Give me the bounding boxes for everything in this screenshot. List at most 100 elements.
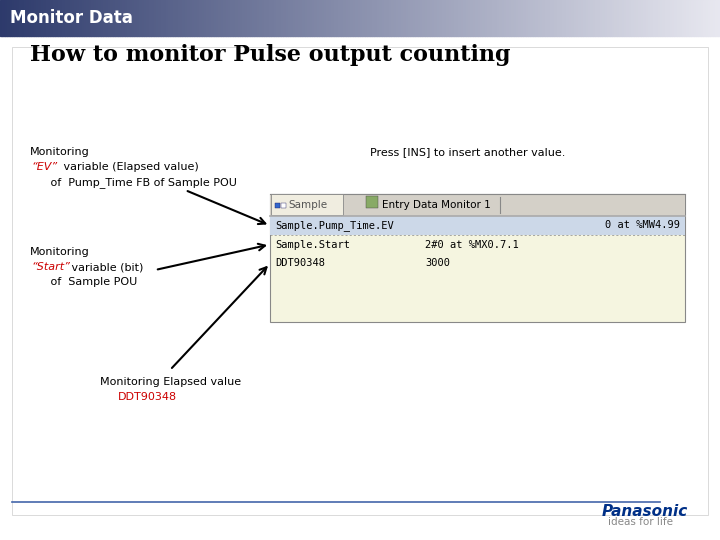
Bar	[218, 0, 221, 36]
Bar	[317, 0, 319, 36]
Bar	[7, 0, 9, 36]
Bar	[670, 0, 672, 36]
Bar	[689, 0, 691, 36]
Bar	[603, 0, 605, 36]
Bar	[166, 0, 168, 36]
Bar	[372, 0, 374, 36]
Bar	[310, 0, 312, 36]
Bar	[250, 0, 252, 36]
Bar	[189, 0, 192, 36]
Bar	[271, 0, 274, 36]
Bar	[387, 0, 389, 36]
Bar	[252, 0, 254, 36]
Bar	[362, 0, 365, 36]
Bar	[415, 0, 418, 36]
Bar	[398, 0, 401, 36]
Bar	[45, 0, 48, 36]
Bar	[711, 0, 713, 36]
Bar	[180, 0, 182, 36]
Bar	[441, 0, 444, 36]
Bar	[257, 0, 259, 36]
Bar	[266, 0, 269, 36]
Bar	[115, 0, 117, 36]
Bar	[117, 0, 120, 36]
Bar	[305, 0, 307, 36]
Bar	[151, 0, 153, 36]
Bar	[542, 0, 545, 36]
Bar	[41, 0, 43, 36]
Bar	[101, 0, 103, 36]
Bar	[346, 0, 348, 36]
Bar	[621, 0, 624, 36]
Bar	[79, 0, 81, 36]
Bar	[324, 0, 326, 36]
Bar	[547, 0, 549, 36]
Bar	[391, 0, 394, 36]
Bar	[610, 0, 612, 36]
Bar	[55, 0, 58, 36]
Bar	[353, 0, 355, 36]
Bar	[682, 0, 684, 36]
Bar	[259, 0, 261, 36]
Bar	[67, 0, 70, 36]
Bar	[480, 0, 482, 36]
Bar	[405, 0, 408, 36]
Bar	[516, 0, 518, 36]
Bar	[446, 0, 449, 36]
Bar	[27, 0, 29, 36]
Bar	[283, 0, 286, 36]
Bar	[81, 0, 84, 36]
Bar	[660, 0, 662, 36]
Bar	[533, 0, 535, 36]
Text: Panasonic: Panasonic	[602, 504, 688, 519]
Text: Press [INS] to insert another value.: Press [INS] to insert another value.	[370, 147, 565, 157]
Bar	[389, 0, 391, 36]
Bar	[605, 0, 607, 36]
Bar	[31, 0, 34, 36]
Bar	[295, 0, 297, 36]
Bar	[216, 0, 218, 36]
Bar	[477, 0, 480, 36]
Bar	[156, 0, 158, 36]
Bar	[297, 0, 300, 36]
Bar	[655, 0, 657, 36]
Bar	[161, 0, 163, 36]
Bar	[132, 0, 135, 36]
Bar	[302, 0, 305, 36]
Bar	[238, 0, 240, 36]
Bar	[197, 0, 199, 36]
Bar	[482, 0, 485, 36]
Bar	[701, 0, 703, 36]
Bar	[545, 0, 547, 36]
Bar	[288, 0, 290, 36]
Bar	[528, 0, 531, 36]
Bar	[228, 0, 230, 36]
Bar	[322, 0, 324, 36]
Bar	[110, 0, 113, 36]
Text: variable (Elapsed value): variable (Elapsed value)	[60, 162, 199, 172]
Bar	[365, 0, 367, 36]
Bar	[693, 0, 696, 36]
Bar	[225, 0, 228, 36]
Bar	[60, 0, 63, 36]
Text: variable (bit): variable (bit)	[68, 262, 143, 272]
Bar	[70, 0, 72, 36]
Bar	[495, 0, 497, 36]
Bar	[103, 0, 106, 36]
Bar	[401, 0, 403, 36]
Bar	[487, 0, 490, 36]
Bar	[211, 0, 214, 36]
Bar	[374, 0, 377, 36]
Bar	[14, 0, 17, 36]
Bar	[466, 0, 468, 36]
Bar	[2, 0, 5, 36]
Bar	[567, 0, 569, 36]
Text: ideas for life: ideas for life	[608, 517, 673, 527]
Bar	[593, 0, 595, 36]
Bar	[657, 0, 660, 36]
Bar	[626, 0, 629, 36]
Bar	[247, 0, 250, 36]
Bar	[293, 0, 295, 36]
Bar	[230, 0, 233, 36]
Bar	[270, 194, 685, 322]
